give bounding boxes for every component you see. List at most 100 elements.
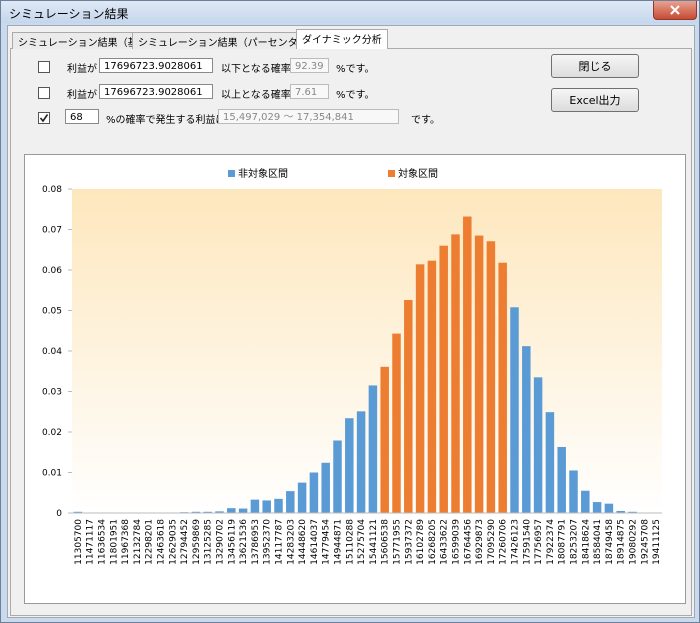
button[interactable]: Excel出力 xyxy=(551,88,639,112)
label: 利益が xyxy=(67,90,97,101)
bar xyxy=(628,511,637,513)
text-input[interactable]: 68 xyxy=(65,109,99,124)
bar xyxy=(238,508,248,513)
label: です。 xyxy=(411,115,440,126)
x-tick-label: 12959869 xyxy=(192,519,202,565)
bar xyxy=(616,510,625,513)
x-tick-label: 19080292 xyxy=(629,519,639,565)
legend-label: 対象区間 xyxy=(398,167,438,180)
x-tick-label: 17426123 xyxy=(511,519,521,565)
bar xyxy=(604,503,614,513)
x-tick-label: 11305700 xyxy=(74,519,84,565)
x-tick-label: 18087791 xyxy=(558,519,568,565)
bar xyxy=(486,241,496,513)
x-tick-label: 14944871 xyxy=(334,519,344,565)
text-input[interactable]: 17696723.9028061 xyxy=(99,58,213,73)
bar xyxy=(356,411,366,513)
bar xyxy=(439,245,448,513)
close-icon xyxy=(670,5,680,15)
y-tick-label: 0.02 xyxy=(42,428,62,438)
chart: 0 0.01 0.02 0.03 0.04 0.05 0.06 0.07 0.08 非対象区間 対象… xyxy=(42,167,662,565)
bar xyxy=(309,472,319,513)
x-tick-label: 15441121 xyxy=(369,519,379,565)
y-tick-label: 0.01 xyxy=(42,469,62,479)
window-body: 0 0.01 0.02 0.03 0.04 0.05 0.06 0.07 0.08 非対象区間 対象… xyxy=(7,25,695,618)
x-tick-label: 12298201 xyxy=(145,519,155,565)
y-tick-label: 0 xyxy=(56,509,62,519)
checkbox[interactable] xyxy=(38,112,50,124)
check-mark xyxy=(39,114,49,123)
bar xyxy=(215,511,224,513)
x-tick-label: 15937372 xyxy=(404,519,414,565)
checkbox[interactable] xyxy=(38,61,50,73)
result-field: 92.39 xyxy=(290,58,329,73)
bar xyxy=(522,346,531,513)
label: 以下となる確率は xyxy=(221,64,301,75)
y-tick-label: 0.06 xyxy=(42,266,62,276)
bar xyxy=(227,508,236,513)
x-tick-label: 16102789 xyxy=(416,519,426,565)
x-tick-label: 13290702 xyxy=(216,519,226,565)
legend-swatch xyxy=(388,170,395,177)
x-tick-label: 18749458 xyxy=(605,519,615,565)
bar xyxy=(510,307,519,513)
bar xyxy=(380,366,389,513)
bar xyxy=(392,333,401,513)
y-tick-label: 0.03 xyxy=(42,388,62,398)
x-tick-label: 16433622 xyxy=(440,519,450,565)
x-tick-label: 17260706 xyxy=(499,519,509,565)
window-title: シミュレーション結果 xyxy=(9,7,129,21)
x-tick-label: 18253207 xyxy=(570,519,580,565)
x-tick-label: 16599039 xyxy=(452,519,462,565)
x-tick-label: 11471117 xyxy=(86,519,96,565)
x-tick-label: 15110288 xyxy=(345,519,355,565)
x-tick-label: 13621536 xyxy=(239,519,249,565)
x-tick-label: 15771955 xyxy=(393,519,403,565)
y-tick-label: 0.07 xyxy=(42,226,62,236)
x-tick-label: 11636534 xyxy=(98,519,108,565)
y-tick-label: 0.08 xyxy=(42,185,62,195)
chart-frame: 0 0.01 0.02 0.03 0.04 0.05 0.06 0.07 0.08 非対象区間 対象… xyxy=(24,154,686,604)
bar xyxy=(474,235,484,513)
bar xyxy=(191,511,201,513)
x-tick-label: 14283203 xyxy=(286,519,296,565)
bar xyxy=(463,216,472,513)
x-tick-label: 14614037 xyxy=(310,519,320,565)
x-tick-label: 11967368 xyxy=(121,519,131,565)
bar xyxy=(274,498,283,513)
bar xyxy=(498,262,507,513)
label: %の確率で発生する利益は xyxy=(106,115,226,126)
bar xyxy=(333,440,342,513)
x-tick-label: 14448620 xyxy=(298,519,308,565)
x-tick-label: 14117787 xyxy=(275,519,285,565)
bar xyxy=(321,462,330,513)
x-tick-label: 18418624 xyxy=(581,519,591,565)
close-button[interactable] xyxy=(653,1,697,20)
checkbox[interactable] xyxy=(38,87,50,99)
bar xyxy=(581,490,590,513)
x-tick-label: 15606538 xyxy=(381,519,391,565)
bar xyxy=(545,412,555,513)
button[interactable]: 閉じる xyxy=(551,54,639,78)
text-input[interactable]: 17696723.9028061 xyxy=(99,84,213,99)
plot-area xyxy=(72,189,662,513)
bar xyxy=(297,482,307,513)
bar xyxy=(368,385,378,513)
x-tick-label: 17591540 xyxy=(522,519,532,565)
x-tick-label: 13786953 xyxy=(251,519,261,565)
x-tick-label: 16929873 xyxy=(475,519,485,565)
tab[interactable]: ダイナミック分析 xyxy=(296,29,388,49)
legend-swatch xyxy=(228,170,235,177)
x-tick-label: 11801951 xyxy=(109,519,119,565)
tab-panel: 0 0.01 0.02 0.03 0.04 0.05 0.06 0.07 0.08 非対象区間 対象… xyxy=(10,48,692,616)
x-tick-label: 18584041 xyxy=(593,519,603,565)
result-field: 7.61 xyxy=(290,84,329,99)
x-tick-label: 17922374 xyxy=(546,519,556,565)
legend-label: 非対象区間 xyxy=(238,167,288,180)
title-bar: シミュレーション結果 xyxy=(1,1,699,23)
x-tick-label: 12463618 xyxy=(157,519,167,565)
bar xyxy=(262,500,271,513)
bar xyxy=(592,502,602,513)
y-tick-label: 0.04 xyxy=(42,347,62,357)
